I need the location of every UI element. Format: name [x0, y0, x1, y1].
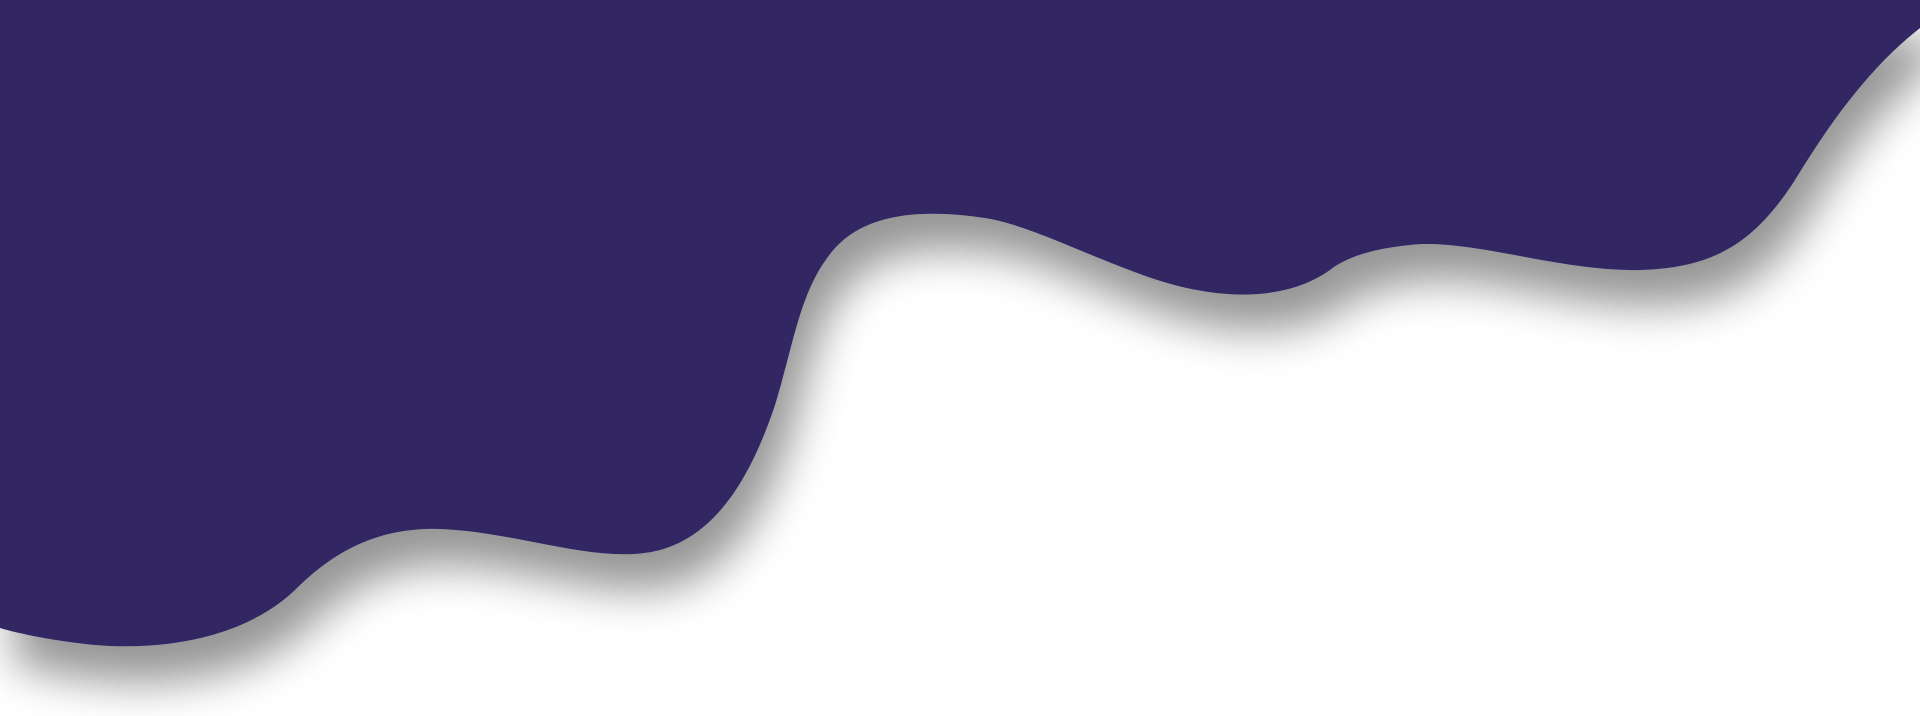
wave-shape	[0, 0, 1920, 647]
